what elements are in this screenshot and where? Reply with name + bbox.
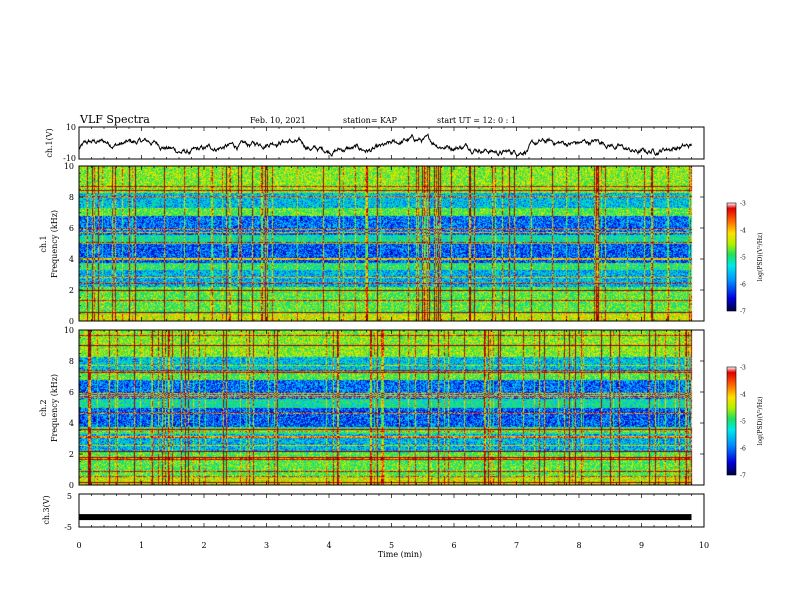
time-tick-label: 1 (139, 541, 144, 550)
frequency-tick-label: 4 (69, 419, 74, 428)
time-tick-label: 10 (699, 541, 709, 550)
time-tick-label: 6 (451, 541, 456, 550)
frequency-tick-label: 6 (69, 224, 74, 233)
time-axis-tick-labels: 0 1 2 3 4 5 6 7 8 9 10 (76, 541, 709, 550)
frequency-tick-label: 2 (69, 286, 74, 295)
colorbar-tick-label: -3 (740, 201, 746, 208)
time-tick-label: 4 (326, 541, 331, 550)
frequency-tick-label: 0 (69, 481, 74, 490)
ch2-spectrogram-yticks: 0 2 4 6 8 10 (64, 326, 704, 490)
ch2-colorbar-ticks: -3 -4 -5 -6 -7 (740, 365, 746, 480)
ch2-spectrogram-xticks (78, 330, 705, 485)
ch1-spectrogram-ylabel: ch.1 (39, 235, 48, 252)
ch3-xticks (78, 494, 705, 527)
ch3-waveform-panel: 5 -5 ch.3(V) 0 1 2 3 4 5 6 7 8 9 10 Time (min) (42, 492, 709, 559)
time-tick-label: 8 (576, 541, 581, 550)
ch3-ytick-bottom: -5 (64, 523, 72, 532)
ch3-ylabel: ch.3(V) (42, 495, 51, 524)
ch2-spectrogram-image (79, 330, 704, 485)
ch3-ytick-top: 5 (67, 492, 72, 501)
time-axis-label: Time (min) (378, 550, 422, 559)
frequency-tick-label: 10 (64, 326, 74, 335)
frequency-tick-label: 10 (64, 162, 74, 171)
colorbar-tick-label: -7 (740, 473, 746, 480)
time-tick-label: 2 (201, 541, 206, 550)
figure-title: VLF Spectra (79, 113, 150, 126)
ch2-spectrogram-ylabel2: Frequency (kHz) (50, 374, 59, 442)
frequency-tick-label: 6 (69, 388, 74, 397)
colorbar-tick-label: -5 (740, 419, 746, 426)
ch1-waveform-panel: 10 -10 ch.1(V) (45, 123, 705, 163)
station-label: station= KAP (343, 116, 398, 125)
colorbar-tick-label: -3 (740, 365, 746, 372)
ch1-colorbar-label: log(PSD)(V²/Hz) (757, 233, 764, 282)
colorbar-tick-label: -4 (740, 228, 746, 235)
frequency-tick-label: 0 (69, 317, 74, 326)
ch1-spectrogram-xticks (78, 166, 705, 321)
ch1-spectrogram-image (79, 166, 704, 321)
ch1-spectrogram-ylabel2: Frequency (kHz) (50, 210, 59, 278)
frequency-tick-label: 4 (69, 255, 74, 264)
ch1-waveform-line (78, 133, 692, 157)
ch1-colorbar-ticks: -3 -4 -5 -6 -7 (740, 201, 746, 316)
colorbar-tick-label: -7 (740, 309, 746, 316)
time-tick-label: 3 (264, 541, 269, 550)
frequency-tick-label: 8 (69, 357, 74, 366)
ch2-spectrogram-ylabel: ch.2 (39, 399, 48, 416)
ch3-waveform-frame (78, 493, 705, 528)
ch1-ylabel: ch.1(V) (45, 128, 54, 157)
colorbar-tick-label: -6 (740, 446, 746, 453)
ch1-colorbar (726, 202, 737, 312)
ch2-colorbar-label: log(PSD)(V²/Hz) (757, 397, 764, 446)
colorbar-tick-label: -5 (740, 255, 746, 262)
colorbar-tick-label: -4 (740, 392, 746, 399)
frequency-tick-label: 8 (69, 193, 74, 202)
ch1-ytick-bottom: -10 (63, 154, 76, 163)
time-tick-label: 7 (514, 541, 519, 550)
time-tick-label: 0 (76, 541, 81, 550)
time-tick-label: 5 (389, 541, 394, 550)
ch1-xticks (78, 127, 705, 159)
colorbar-tick-label: -6 (740, 282, 746, 289)
time-tick-label: 9 (639, 541, 644, 550)
ch3-waveform-line (79, 514, 692, 521)
ch2-colorbar (726, 366, 737, 476)
start-time-label: start UT = 12: 0 : 1 (437, 116, 516, 125)
date-label: Feb. 10, 2021 (250, 116, 306, 125)
frequency-tick-label: 2 (69, 450, 74, 459)
ch1-ytick-top: 10 (66, 123, 76, 132)
